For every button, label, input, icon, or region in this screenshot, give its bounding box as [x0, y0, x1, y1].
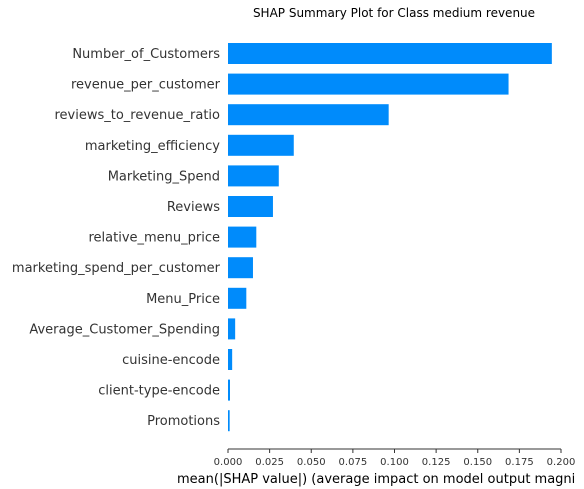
feature-label: Average_Customer_Spending: [29, 322, 220, 337]
x-tick-label: 0.125: [422, 457, 451, 468]
feature-label: cuisine-encode: [122, 353, 220, 368]
feature-label: relative_menu_price: [88, 231, 220, 246]
feature-label: revenue_per_customer: [71, 78, 221, 93]
x-tick-label: 0.200: [547, 457, 576, 468]
x-tick-label: 0.075: [339, 457, 368, 468]
bar-revenue_per_customer: [228, 73, 509, 95]
bar-Reviews: [228, 196, 273, 217]
bar-marketing_efficiency: [228, 134, 294, 156]
feature-label: Number_of_Customers: [72, 47, 220, 62]
x-tick-label: 0.175: [505, 457, 534, 468]
x-axis-label: mean(|SHAP value|) (average impact on mo…: [177, 472, 575, 487]
bar-Marketing_Spend: [228, 165, 279, 187]
bar-cuisine-encode: [228, 349, 233, 370]
feature-label: client-type-encode: [98, 384, 220, 399]
feature-label: Promotions: [147, 414, 220, 429]
bar-Number_of_Customers: [228, 43, 552, 64]
x-ticks-group: 0.000 0.025 0.050 0.075 0.100 0.125 0.150 0.175…: [214, 449, 576, 468]
feature-label: reviews_to_revenue_ratio: [54, 108, 220, 123]
bar-Promotions: [228, 410, 230, 432]
x-tick-label: 0.100: [380, 457, 409, 468]
bar-client-type-encode: [228, 379, 230, 401]
x-tick-label: 0.050: [297, 457, 326, 468]
feature-label: Reviews: [167, 200, 220, 215]
bar-relative_menu_price: [228, 226, 257, 248]
bar-Menu_Price: [228, 287, 247, 309]
x-tick-label: 0.000: [214, 457, 243, 468]
x-tick-label: 0.025: [255, 457, 284, 468]
bar-marketing_spend_per_customer: [228, 257, 253, 279]
x-tick-label: 0.150: [463, 457, 492, 468]
bar-Average_Customer_Spending: [228, 318, 236, 340]
bars-group: [228, 43, 552, 432]
bar-reviews_to_revenue_ratio: [228, 104, 389, 126]
feature-label: Marketing_Spend: [108, 169, 220, 184]
feature-label: marketing_efficiency: [85, 139, 220, 154]
feature-labels-group: Number_of_Customers revenue_per_customerr…: [12, 47, 221, 429]
feature-label: marketing_spend_per_customer: [12, 261, 221, 276]
feature-label: Menu_Price: [146, 292, 220, 307]
chart-title: SHAP Summary Plot for Class medium reven…: [253, 6, 535, 20]
